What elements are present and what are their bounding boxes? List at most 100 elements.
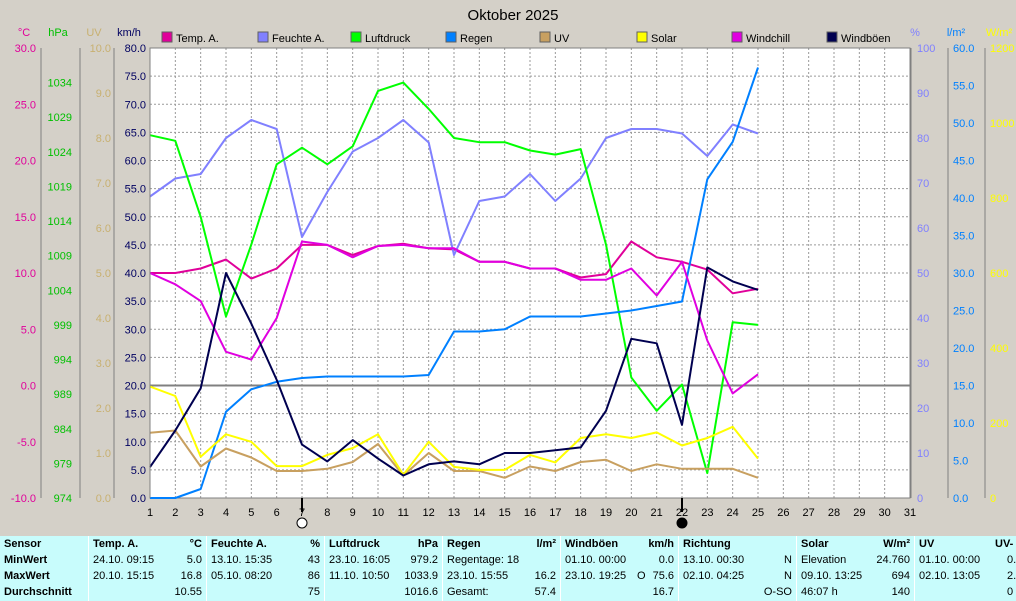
- axis-tick-label-lm2: 55.0: [953, 81, 974, 93]
- temp-max-time: 20.10. 15:15: [93, 570, 155, 582]
- axis-tick-label-kmh: 5.0: [131, 465, 146, 477]
- axis-tick-label-hpa: 1009: [48, 251, 72, 263]
- axis-tick-label-hpa: 1029: [48, 112, 72, 124]
- axis-tick-label-lm2: 25.0: [953, 306, 974, 318]
- axis-tick-label-uv: 3.0: [96, 358, 111, 370]
- hum-min-value: 43: [307, 554, 320, 566]
- gust-min-value: 0.0: [658, 554, 674, 566]
- x-tick-label: 4: [223, 507, 229, 519]
- hum-max-time: 05.10. 08:20: [211, 570, 273, 582]
- solar-title: Solar: [801, 538, 829, 550]
- solar-avg-value: 140: [891, 586, 910, 598]
- x-tick-label: 27: [803, 507, 815, 519]
- axis-tick-label-pct: 60: [917, 223, 929, 235]
- axis-tick-label-kmh: 70.0: [125, 99, 146, 111]
- axis-tick-label-kmh: 50.0: [125, 212, 146, 224]
- axis-tick-label-kmh: 20.0: [125, 381, 146, 393]
- legend-swatch: [539, 31, 551, 43]
- temp-min-value: 5.0: [186, 554, 202, 566]
- separator: [442, 536, 443, 601]
- axis-tick-label-uv: 0.0: [96, 493, 111, 505]
- uv-avg-value: 0: [1007, 586, 1014, 598]
- axis-unit-hpa: hPa: [48, 27, 68, 39]
- axis-tick-label-wm2: 1200: [990, 43, 1014, 55]
- axis-tick-label-temp: -5.0: [17, 437, 36, 449]
- axis-tick-label-wm2: 800: [990, 193, 1008, 205]
- axis-tick-label-kmh: 40.0: [125, 268, 146, 280]
- axis-tick-label-temp: 10.0: [15, 268, 36, 280]
- x-tick-label: 7: [299, 507, 305, 519]
- axes: 1 2 3 4 5 6 7 8 9 10 11 12 13 14 15 16 17 18 19 20 21 22 23 24 2…: [11, 27, 1014, 529]
- rain-max-value: 16.2: [534, 570, 556, 582]
- x-tick-label: 6: [274, 507, 280, 519]
- axis-tick-label-uv: 10.0: [90, 43, 111, 55]
- axis-tick-label-hpa: 1004: [48, 285, 72, 297]
- uv-min-time: 01.10. 00:00: [919, 554, 981, 566]
- axis-tick-label-wm2: 400: [990, 343, 1008, 355]
- temp-unit: °C: [189, 538, 202, 550]
- axis-tick-label-lm2: 40.0: [953, 193, 974, 205]
- axis-tick-label-kmh: 60.0: [125, 156, 146, 168]
- gust-max-value: 75.6: [652, 570, 674, 582]
- x-tick-label: 22: [676, 507, 688, 519]
- full-moon-icon: [296, 517, 308, 529]
- series-line-feuchte-a-: [149, 119, 759, 256]
- temp-title: Temp. A.: [93, 538, 139, 550]
- weather-chart: Oktober 2025 Temp. A. Feuchte A. Luftdruck…: [10, 7, 1015, 529]
- uv-min-value: 0.: [1007, 554, 1016, 566]
- legend: Temp. A. Feuchte A. Luftdruck Regen UV Solar W…: [161, 31, 891, 45]
- legend-swatch: [257, 31, 269, 43]
- axis-tick-label-hpa: 989: [54, 389, 72, 401]
- dir-max-value: N: [784, 570, 792, 582]
- x-tick-label: 18: [575, 507, 587, 519]
- legend-label: Feuchte A.: [272, 33, 325, 45]
- series-line-uv: [149, 429, 759, 479]
- legend-label: Regen: [460, 33, 492, 45]
- hum-max-value: 86: [307, 570, 320, 582]
- x-tick-label: 10: [372, 507, 384, 519]
- axis-tick-label-uv: 9.0: [96, 88, 111, 100]
- axis-unit-kmh: km/h: [117, 27, 141, 39]
- series-group: [149, 67, 759, 499]
- axis-tick-label-lm2: 15.0: [953, 381, 974, 393]
- axis-tick-label-uv: 4.0: [96, 313, 111, 325]
- rain-title: Regen: [447, 538, 481, 550]
- x-tick-label: 2: [172, 507, 178, 519]
- x-tick-label: 5: [248, 507, 254, 519]
- series-line-windböen: [149, 266, 759, 477]
- temp-max-value: 16.8: [180, 570, 202, 582]
- solar-elevation-label: Elevation: [801, 554, 847, 566]
- axis-tick-label-uv: 7.0: [96, 178, 111, 190]
- axis-tick-label-kmh: 15.0: [125, 409, 146, 421]
- rain-total-label: Gesamt:: [447, 586, 489, 598]
- axis-tick-label-wm2: 600: [990, 268, 1008, 280]
- axis-tick-label-pct: 70: [917, 178, 929, 190]
- separator: [560, 536, 561, 601]
- stats-labels-column: Sensor MinWert MaxWert Durchschnitt: [0, 536, 88, 601]
- stats-uv-column: UV UV- 01.10. 00:00 0. 02.10. 13:05 2. 0: [915, 536, 1016, 601]
- axis-tick-label-wm2: 200: [990, 418, 1008, 430]
- axis-tick-label-kmh: 55.0: [125, 184, 146, 196]
- hum-min-time: 13.10. 15:35: [211, 554, 273, 566]
- legend-swatch: [161, 31, 173, 43]
- plot-area: [149, 47, 911, 499]
- stats-humidity-column: Feuchte A.% 13.10. 15:35 43 05.10. 08:20 8…: [207, 536, 324, 601]
- axis-tick-label-hpa: 1014: [48, 216, 72, 228]
- axis-tick-label-kmh: 45.0: [125, 240, 146, 252]
- axis-tick-label-hpa: 979: [54, 458, 72, 470]
- axis-tick-label-pct: 10: [917, 448, 929, 460]
- axis-tick-label-kmh: 65.0: [125, 127, 146, 139]
- stats-temp-column: Temp. A. °C 24.10. 09:15 5.0 20.10. 15:15 1…: [89, 536, 206, 601]
- axis-tick-label-lm2: 60.0: [953, 43, 974, 55]
- legend-swatch: [445, 31, 457, 43]
- gust-min-time: 01.10. 00:00: [565, 554, 627, 566]
- x-tick-label: 20: [625, 507, 637, 519]
- press-min-value: 979.2: [410, 554, 438, 566]
- gust-max-direction: O: [637, 570, 646, 582]
- press-max-value: 1033.9: [404, 570, 438, 582]
- gust-max-time: 23.10. 19:25: [565, 570, 627, 582]
- axis-unit-uv: UV: [86, 27, 102, 39]
- axis-tick-label-wm2: 1000: [990, 118, 1014, 130]
- x-tick-label: 31: [904, 507, 916, 519]
- press-avg-value: 1016.6: [404, 586, 438, 598]
